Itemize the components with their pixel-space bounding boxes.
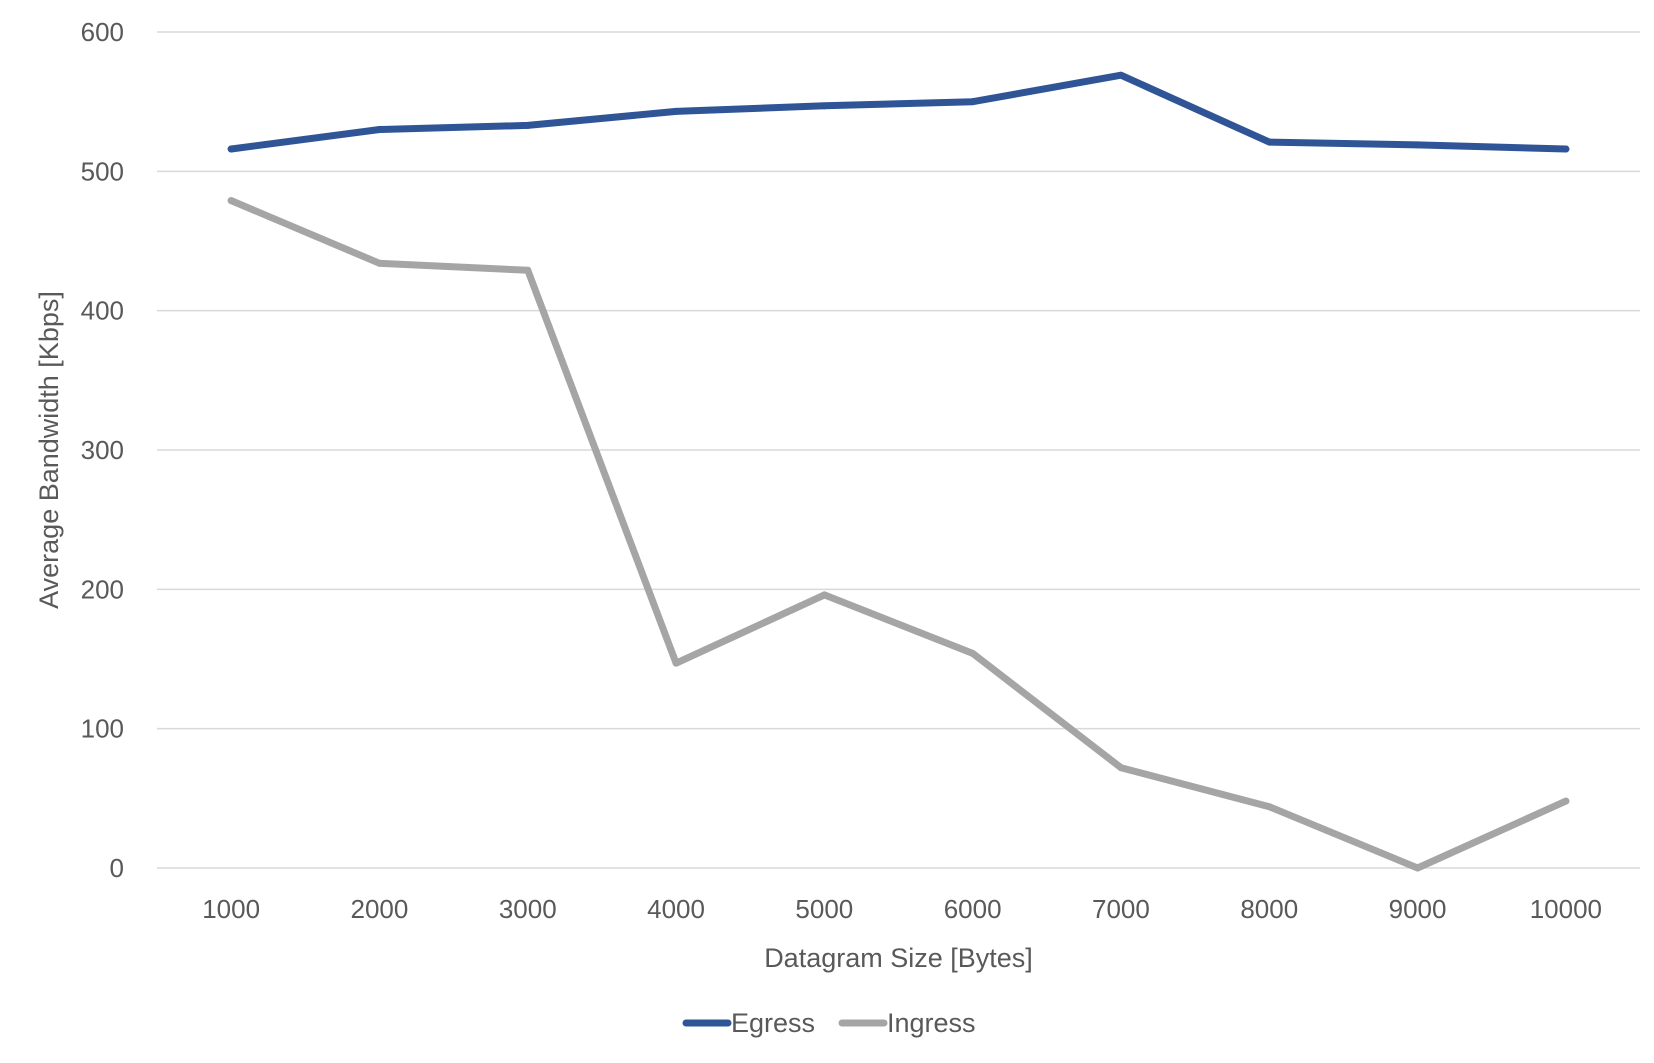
gridlines — [157, 31, 1640, 869]
data-point-ingress — [820, 591, 828, 599]
x-tick-label: 1000 — [202, 894, 260, 924]
x-tick-label: 5000 — [795, 894, 853, 924]
data-point-ingress — [1117, 764, 1125, 772]
series-line-egress — [227, 71, 1570, 153]
data-point-egress — [1117, 71, 1125, 79]
data-point-ingress — [672, 659, 680, 667]
y-axis-ticks: 0 100 200 300 400 500 600 — [81, 17, 124, 883]
y-tick-label: 100 — [81, 714, 124, 744]
data-point-ingress — [375, 259, 383, 267]
data-point-ingress — [1265, 803, 1273, 811]
series-lines — [227, 71, 1570, 872]
x-tick-label: 6000 — [944, 894, 1002, 924]
x-tick-label: 2000 — [351, 894, 409, 924]
y-tick-label: 500 — [81, 156, 124, 186]
x-tick-label: 9000 — [1389, 894, 1447, 924]
data-point-egress — [1265, 138, 1273, 146]
data-point-ingress — [1414, 864, 1422, 872]
series-line-ingress — [227, 197, 1570, 872]
x-tick-label: 4000 — [647, 894, 705, 924]
x-tick-label: 7000 — [1092, 894, 1150, 924]
data-point-ingress — [969, 649, 977, 657]
data-point-ingress — [227, 197, 235, 205]
y-tick-label: 200 — [81, 574, 124, 604]
x-tick-label: 3000 — [499, 894, 557, 924]
data-point-egress — [969, 98, 977, 106]
data-point-egress — [1562, 145, 1570, 153]
legend-label-egress: Egress — [731, 1008, 815, 1038]
y-tick-label: 400 — [81, 296, 124, 326]
y-tick-label: 300 — [81, 435, 124, 465]
data-point-egress — [375, 126, 383, 134]
y-axis-title: Average Bandwidth [Kbps] — [34, 291, 64, 609]
data-point-egress — [820, 102, 828, 110]
data-point-egress — [227, 145, 235, 153]
legend: Egress Ingress — [682, 1008, 976, 1038]
x-tick-label: 8000 — [1240, 894, 1298, 924]
x-axis-ticks: 1000 2000 3000 4000 5000 6000 7000 8000 9000 1000… — [202, 894, 1602, 924]
data-point-egress — [672, 107, 680, 115]
data-point-ingress — [1562, 797, 1570, 805]
x-tick-label: 10000 — [1530, 894, 1602, 924]
y-tick-label: 600 — [81, 17, 124, 47]
data-point-egress — [524, 121, 532, 129]
data-point-egress — [1414, 141, 1422, 149]
data-point-ingress — [524, 266, 532, 274]
legend-label-ingress: Ingress — [887, 1008, 976, 1038]
x-axis-title: Datagram Size [Bytes] — [764, 943, 1033, 973]
y-tick-label: 0 — [110, 853, 124, 883]
